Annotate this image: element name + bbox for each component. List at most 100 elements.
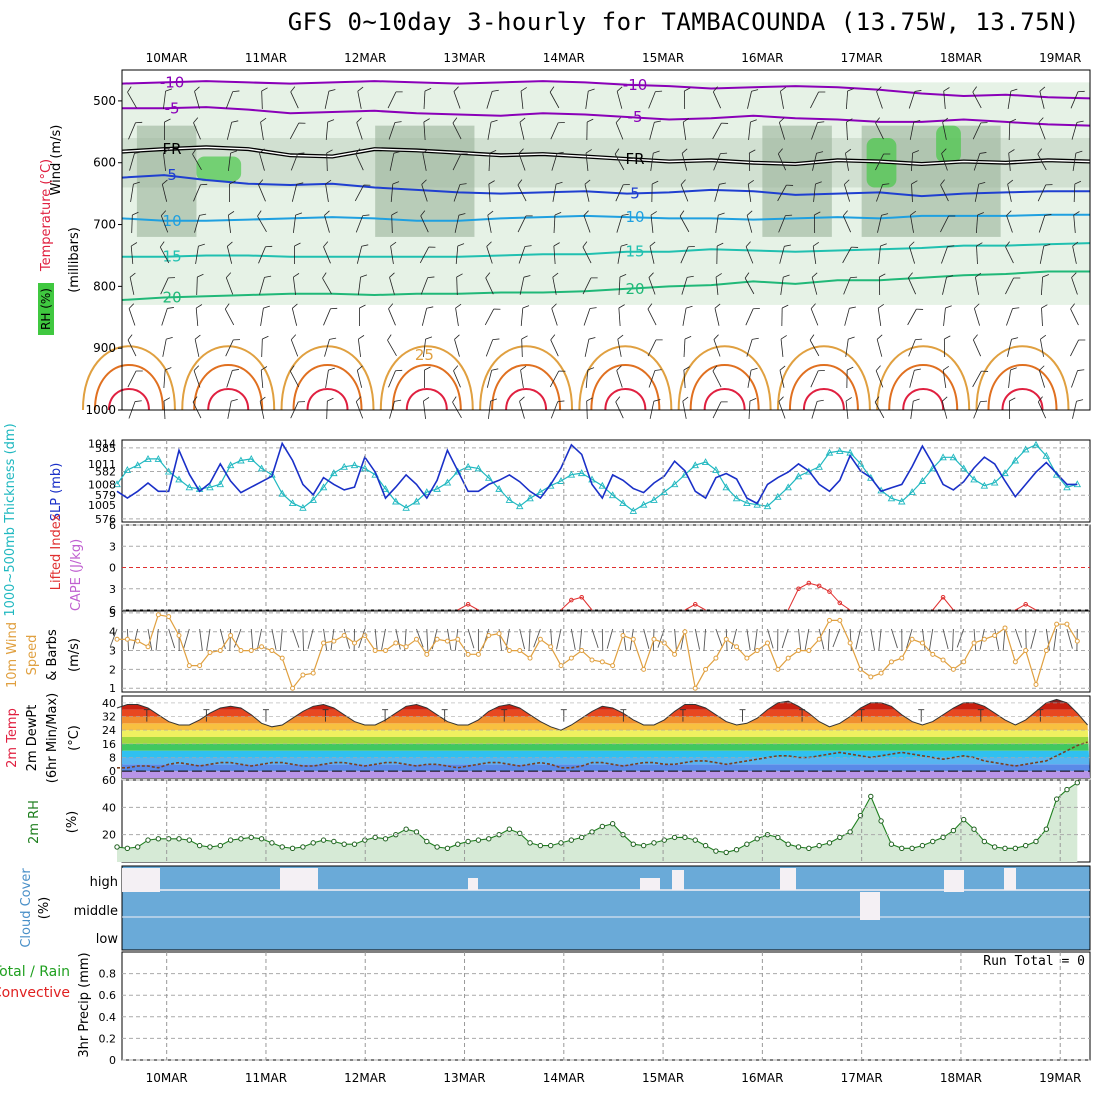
minmax-marker (620, 709, 627, 722)
surface-wind-barb (302, 628, 304, 651)
rh-point (527, 840, 533, 846)
wind-speed-point (599, 659, 605, 665)
wind-barb (746, 337, 759, 357)
wind-barb (323, 307, 338, 326)
wind-barb (355, 148, 364, 171)
thickness-point (237, 456, 245, 464)
surface-wind-barb (556, 628, 562, 650)
wind-barb (1038, 365, 1046, 388)
wind-barb (260, 117, 267, 140)
cloud-gap (640, 878, 660, 890)
wind-barb (194, 334, 201, 357)
wind-barb (615, 396, 624, 419)
surface-wind-barb (591, 628, 599, 648)
wind-barb (875, 153, 891, 171)
rh-point (547, 842, 554, 849)
wind-barb (1005, 277, 1021, 295)
surface-wind-barb (467, 628, 475, 649)
wind-speed-point (1043, 648, 1049, 654)
thickness-point (557, 477, 565, 484)
wind-barb (389, 272, 395, 295)
thickness-point (443, 478, 452, 486)
y-tick-label-wind: 4 (109, 626, 116, 639)
surface-wind-barb (570, 628, 576, 650)
wind-barb (683, 87, 691, 110)
wind-speed-point (197, 663, 203, 669)
li-point (692, 602, 698, 607)
wind-barb (127, 370, 143, 388)
wind-barb (519, 396, 525, 419)
wind-speed-point (940, 657, 946, 663)
wind-barb (519, 275, 531, 295)
boundary-layer-contour (306, 388, 349, 411)
wind-speed-point (837, 617, 843, 623)
wind-barb (974, 181, 986, 202)
wind-barb (164, 118, 171, 140)
rh-area (117, 782, 1078, 862)
thickness-point (639, 500, 648, 508)
wind-barb (713, 334, 721, 357)
li-point (465, 602, 471, 607)
axis-label-thickness: 1000~500mb Thickness (dm) (3, 423, 18, 616)
wind-speed-point (1012, 659, 1018, 665)
wind-barb (584, 179, 591, 202)
wind-barb (388, 369, 403, 388)
rh-point (486, 836, 492, 842)
wind-barb (877, 213, 889, 233)
y-tick-label-li: 3 (109, 583, 116, 596)
wind-speed-point (228, 632, 234, 638)
surface-wind-barb (155, 628, 159, 651)
surface-wind-barb (132, 628, 139, 650)
date-tick-top: 11MAR (245, 51, 287, 65)
boundary-layer-contour (876, 345, 971, 411)
date-tick-top: 16MAR (741, 51, 783, 65)
surface-wind-barb (323, 628, 328, 651)
wind-barb (486, 368, 499, 388)
li-point (569, 597, 574, 603)
rh-shading-band (196, 156, 242, 182)
rh-point (971, 826, 977, 832)
wind-speed-point (754, 648, 760, 654)
wind-barb (484, 308, 501, 326)
wind-barb (553, 242, 560, 265)
wind-speed-point (703, 666, 709, 672)
wind-barb (551, 303, 558, 326)
wind-barb (161, 307, 174, 326)
rh-point (1053, 796, 1060, 802)
y-tick-label-wind: 2 (109, 663, 116, 676)
wind-barb (487, 210, 494, 233)
surface-wind-barb (942, 628, 949, 650)
wind-barb (291, 303, 298, 326)
temperature-contour (122, 242, 1091, 258)
wind-barb (682, 305, 693, 326)
surface-wind-barb (746, 628, 751, 651)
axis-label-units: (millibars) (67, 227, 82, 293)
wind-speed-point (475, 651, 481, 657)
thickness-point (949, 453, 958, 461)
wind-speed-point (176, 632, 182, 638)
wind-barb (843, 276, 858, 295)
surface-wind-barb (754, 628, 758, 651)
wind-speed-point (259, 644, 265, 650)
cloud-gap (280, 868, 318, 890)
wind-barb (846, 118, 853, 141)
thickness-point (836, 447, 844, 454)
wind-barb (1037, 148, 1047, 171)
thickness-point (619, 499, 627, 507)
rh-point (671, 834, 678, 841)
rh-point (599, 823, 606, 830)
wind-barb (423, 397, 430, 419)
wind-barb (1071, 369, 1085, 388)
axis-label-minmax: (6hr Min/Max) (45, 693, 60, 783)
boundary-layer-contour (975, 345, 1070, 411)
wind-speed-point (806, 648, 812, 654)
wind-barb (356, 365, 363, 388)
wind-barb (455, 243, 465, 265)
wind-barb (258, 179, 266, 202)
wind-barb (422, 148, 429, 171)
wind-barb (681, 275, 694, 295)
wind-barb (811, 399, 824, 419)
y-tick-label-wind: 1 (109, 682, 116, 695)
wind-barb (975, 272, 982, 295)
wind-barb (973, 303, 981, 326)
